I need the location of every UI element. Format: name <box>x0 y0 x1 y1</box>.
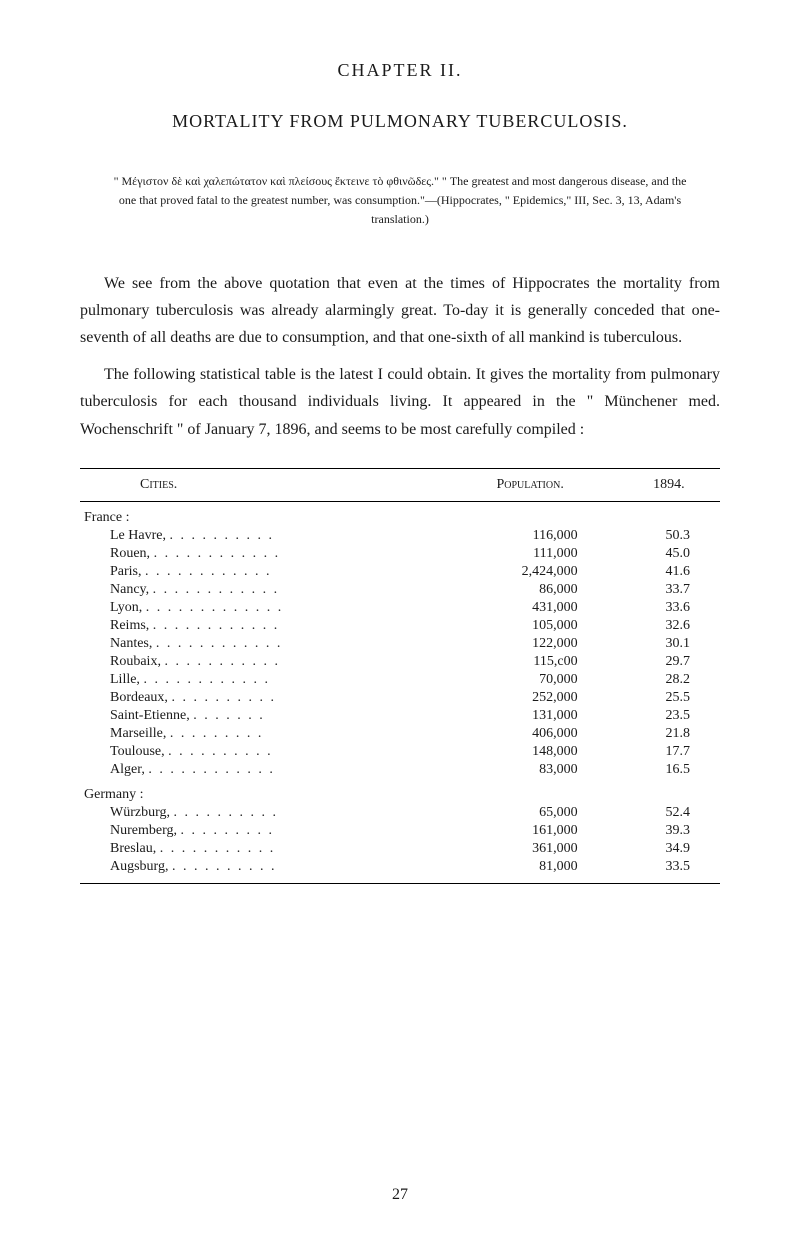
paragraph-1: We see from the above quotation that eve… <box>80 270 720 352</box>
table-row: Roubaix, . . . . . . . . . . . 115,c0029… <box>80 653 720 671</box>
page-number: 27 <box>392 1186 408 1204</box>
population-cell: 148,000 <box>443 743 618 761</box>
value-cell: 16.5 <box>618 761 720 779</box>
table-row: Breslau, . . . . . . . . . . . 361,00034… <box>80 840 720 858</box>
city-cell: Marseille, . . . . . . . . . <box>80 725 443 743</box>
value-cell: 28.2 <box>618 671 720 689</box>
table-row: Rouen, . . . . . . . . . . . . 111,00045… <box>80 545 720 563</box>
value-cell: 30.1 <box>618 635 720 653</box>
city-cell: Lyon, . . . . . . . . . . . . . <box>80 599 443 617</box>
population-cell: 252,000 <box>443 689 618 707</box>
table: Cities. Population. 1894. France :Le Hav… <box>80 468 720 884</box>
city-cell: Saint-Etienne, . . . . . . . <box>80 707 443 725</box>
chapter-title: MORTALITY FROM PULMONARY TUBERCULOSIS. <box>80 111 720 132</box>
value-cell: 39.3 <box>618 822 720 840</box>
population-cell: 131,000 <box>443 707 618 725</box>
city-cell: Alger, . . . . . . . . . . . . <box>80 761 443 779</box>
population-cell: 70,000 <box>443 671 618 689</box>
value-cell: 33.7 <box>618 581 720 599</box>
value-cell: 41.6 <box>618 563 720 581</box>
header-population: Population. <box>443 468 618 501</box>
city-cell: Nantes, . . . . . . . . . . . . <box>80 635 443 653</box>
table-header-row: Cities. Population. 1894. <box>80 468 720 501</box>
population-cell: 431,000 <box>443 599 618 617</box>
table-row: Toulouse, . . . . . . . . . . 148,00017.… <box>80 743 720 761</box>
section-label-row: France : <box>80 501 720 527</box>
table-row: Paris, . . . . . . . . . . . . 2,424,000… <box>80 563 720 581</box>
table-row: Le Havre, . . . . . . . . . . 116,00050.… <box>80 527 720 545</box>
city-cell: Lille, . . . . . . . . . . . . <box>80 671 443 689</box>
population-cell: 2,424,000 <box>443 563 618 581</box>
city-cell: Augsburg, . . . . . . . . . . <box>80 858 443 884</box>
table-row: Alger, . . . . . . . . . . . . 83,00016.… <box>80 761 720 779</box>
population-cell: 361,000 <box>443 840 618 858</box>
value-cell: 17.7 <box>618 743 720 761</box>
value-cell: 32.6 <box>618 617 720 635</box>
value-cell: 50.3 <box>618 527 720 545</box>
value-cell: 25.5 <box>618 689 720 707</box>
value-cell: 34.9 <box>618 840 720 858</box>
paragraph-2: The following statistical table is the l… <box>80 361 720 443</box>
city-cell: Breslau, . . . . . . . . . . . <box>80 840 443 858</box>
table-row: Saint-Etienne, . . . . . . . 131,00023.5 <box>80 707 720 725</box>
section-label: Germany : <box>80 779 720 804</box>
epigraph: " Μέγιστον δὲ καὶ χαλεπώτατον καὶ πλείσο… <box>110 172 690 230</box>
table-row: Lille, . . . . . . . . . . . . 70,00028.… <box>80 671 720 689</box>
value-cell: 33.6 <box>618 599 720 617</box>
city-cell: Rouen, . . . . . . . . . . . . <box>80 545 443 563</box>
population-cell: 406,000 <box>443 725 618 743</box>
table-row: Nantes, . . . . . . . . . . . . 122,0003… <box>80 635 720 653</box>
population-cell: 105,000 <box>443 617 618 635</box>
value-cell: 23.5 <box>618 707 720 725</box>
city-cell: Bordeaux, . . . . . . . . . . <box>80 689 443 707</box>
population-cell: 83,000 <box>443 761 618 779</box>
population-cell: 115,c00 <box>443 653 618 671</box>
table-row: Würzburg, . . . . . . . . . . 65,00052.4 <box>80 804 720 822</box>
mortality-table: Cities. Population. 1894. France :Le Hav… <box>80 468 720 884</box>
table-row: Marseille, . . . . . . . . . 406,00021.8 <box>80 725 720 743</box>
chapter-heading: CHAPTER II. <box>80 60 720 81</box>
header-cities: Cities. <box>80 468 443 501</box>
city-cell: Toulouse, . . . . . . . . . . <box>80 743 443 761</box>
population-cell: 86,000 <box>443 581 618 599</box>
table-row: Lyon, . . . . . . . . . . . . . 431,0003… <box>80 599 720 617</box>
table-row: Nuremberg, . . . . . . . . . 161,00039.3 <box>80 822 720 840</box>
population-cell: 116,000 <box>443 527 618 545</box>
table-body: France :Le Havre, . . . . . . . . . . 11… <box>80 501 720 883</box>
city-cell: Nancy, . . . . . . . . . . . . <box>80 581 443 599</box>
city-cell: Roubaix, . . . . . . . . . . . <box>80 653 443 671</box>
value-cell: 29.7 <box>618 653 720 671</box>
value-cell: 52.4 <box>618 804 720 822</box>
population-cell: 65,000 <box>443 804 618 822</box>
population-cell: 161,000 <box>443 822 618 840</box>
value-cell: 33.5 <box>618 858 720 884</box>
population-cell: 111,000 <box>443 545 618 563</box>
table-row: Nancy, . . . . . . . . . . . . 86,00033.… <box>80 581 720 599</box>
value-cell: 21.8 <box>618 725 720 743</box>
city-cell: Paris, . . . . . . . . . . . . <box>80 563 443 581</box>
section-label-row: Germany : <box>80 779 720 804</box>
header-year: 1894. <box>618 468 720 501</box>
table-row: Reims, . . . . . . . . . . . . 105,00032… <box>80 617 720 635</box>
value-cell: 45.0 <box>618 545 720 563</box>
table-row: Bordeaux, . . . . . . . . . . 252,00025.… <box>80 689 720 707</box>
section-label: France : <box>80 501 720 527</box>
city-cell: Würzburg, . . . . . . . . . . <box>80 804 443 822</box>
table-row: Augsburg, . . . . . . . . . . 81,00033.5 <box>80 858 720 884</box>
population-cell: 122,000 <box>443 635 618 653</box>
city-cell: Le Havre, . . . . . . . . . . <box>80 527 443 545</box>
city-cell: Reims, . . . . . . . . . . . . <box>80 617 443 635</box>
city-cell: Nuremberg, . . . . . . . . . <box>80 822 443 840</box>
population-cell: 81,000 <box>443 858 618 884</box>
